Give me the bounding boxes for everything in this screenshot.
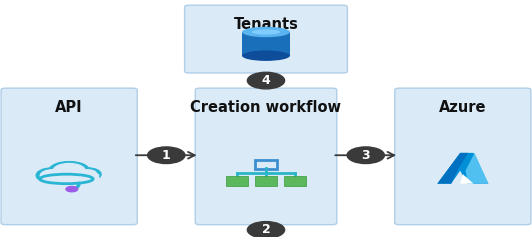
FancyBboxPatch shape <box>255 160 277 169</box>
Polygon shape <box>460 174 473 184</box>
Text: 2: 2 <box>262 223 270 236</box>
Circle shape <box>347 147 384 164</box>
FancyBboxPatch shape <box>195 88 337 225</box>
FancyBboxPatch shape <box>284 176 306 186</box>
Bar <box>242 32 290 56</box>
Ellipse shape <box>242 27 290 37</box>
Circle shape <box>40 170 66 181</box>
Circle shape <box>53 164 85 178</box>
Circle shape <box>72 168 101 181</box>
Circle shape <box>66 187 78 192</box>
Circle shape <box>49 162 89 180</box>
Text: Azure: Azure <box>439 99 487 114</box>
Ellipse shape <box>242 50 290 61</box>
Circle shape <box>247 222 285 238</box>
Text: 3: 3 <box>361 149 370 162</box>
Polygon shape <box>437 153 488 184</box>
FancyBboxPatch shape <box>255 176 277 186</box>
Text: 4: 4 <box>262 74 270 87</box>
Circle shape <box>147 147 185 164</box>
FancyBboxPatch shape <box>185 5 347 73</box>
Polygon shape <box>466 153 488 184</box>
Text: Tenants: Tenants <box>234 17 298 32</box>
Ellipse shape <box>252 29 280 35</box>
Bar <box>40 174 98 183</box>
Polygon shape <box>437 153 468 184</box>
Circle shape <box>36 168 70 183</box>
Circle shape <box>247 72 285 89</box>
Text: Creation workflow: Creation workflow <box>190 99 342 114</box>
FancyBboxPatch shape <box>226 176 248 186</box>
Text: API: API <box>55 99 83 114</box>
FancyBboxPatch shape <box>395 88 531 225</box>
FancyBboxPatch shape <box>1 88 137 225</box>
Circle shape <box>77 170 97 179</box>
Bar <box>40 168 98 184</box>
Text: 1: 1 <box>162 149 171 162</box>
FancyArrowPatch shape <box>76 183 79 188</box>
